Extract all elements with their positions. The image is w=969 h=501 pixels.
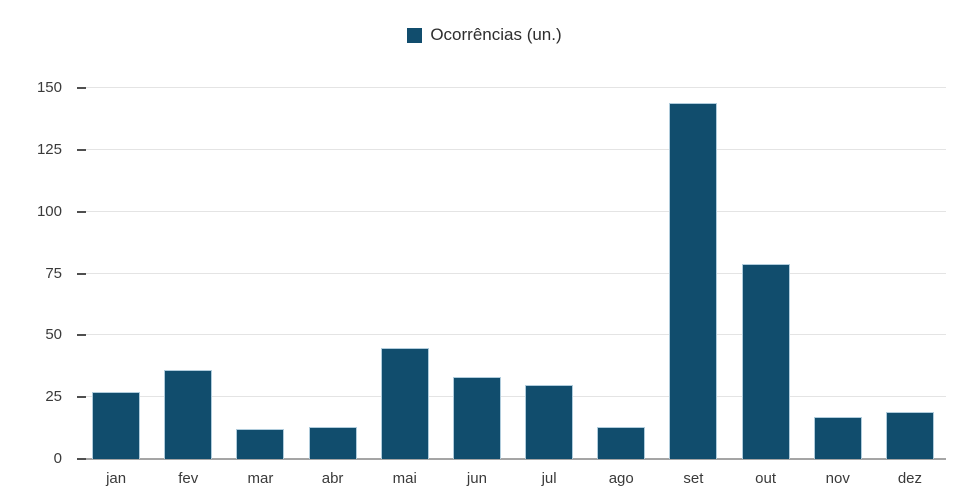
y-tick-label-150: 150 [36, 79, 62, 96]
gridline-y-25 [80, 396, 946, 398]
bar-ago [597, 426, 646, 459]
x-tick-label-mar: mar [247, 470, 274, 487]
y-tick-label-125: 125 [36, 140, 62, 158]
x-tick-label-jul: jul [541, 470, 557, 487]
bar-jun [452, 377, 501, 459]
bar-out [741, 263, 790, 459]
y-axis-labels: 0 25 50 75 100 125 150 [0, 79, 62, 467]
y-tick-mark-0 [77, 458, 86, 460]
bar-mar [236, 429, 285, 459]
y-tick-mark-125 [77, 148, 86, 151]
legend-swatch-square-icon [407, 27, 423, 43]
legend-label: Ocorrências (un.) [430, 25, 562, 44]
y-tick-label-0: 0 [53, 450, 62, 467]
x-tick-label-abr: abr [321, 470, 344, 487]
y-tick-mark-50 [77, 334, 86, 337]
bar-jan [92, 392, 141, 459]
gridline-y-50 [80, 334, 946, 336]
legend: Ocorrências (un.) [0, 25, 969, 45]
x-tick-label-ago: ago [608, 470, 634, 487]
x-tick-label-set: set [683, 470, 704, 487]
bar-nov [813, 416, 862, 459]
y-tick-mark-100 [77, 210, 86, 213]
x-tick-label-dez: dez [897, 470, 922, 487]
bar-fev [164, 369, 213, 459]
x-axis-labels: jan fev mar abr mai jun jul ago set out nov dez [80, 464, 946, 494]
x-tick-label-jan: jan [106, 470, 127, 487]
x-tick-label-mai: mai [392, 470, 417, 487]
x-tick-label-jun: jun [466, 470, 487, 487]
bar-set [669, 102, 718, 459]
x-tick-label-nov: nov [825, 470, 850, 487]
gridline-y-125 [80, 148, 946, 150]
y-tick-mark-25 [77, 396, 86, 399]
bar-dez [885, 412, 934, 459]
x-tick-label-out: out [755, 470, 776, 487]
plot-area [77, 87, 946, 460]
bar-mai [380, 347, 429, 459]
y-tick-mark-150 [77, 87, 86, 89]
gridline-y-75 [80, 272, 946, 274]
x-tick-label-fev: fev [178, 470, 199, 487]
y-tick-label-25: 25 [45, 388, 62, 406]
y-tick-label-100: 100 [36, 202, 62, 220]
legend-item-ocorrencias[interactable]: Ocorrências (un.) [407, 25, 562, 45]
gridline-y-100 [80, 210, 946, 212]
x-axis-line [80, 458, 946, 460]
bar-jul [525, 384, 574, 459]
bar-abr [308, 426, 357, 459]
y-tick-mark-75 [77, 272, 86, 275]
y-tick-label-50: 50 [45, 326, 62, 344]
gridline-y-150 [80, 87, 946, 88]
y-tick-label-75: 75 [45, 264, 62, 282]
